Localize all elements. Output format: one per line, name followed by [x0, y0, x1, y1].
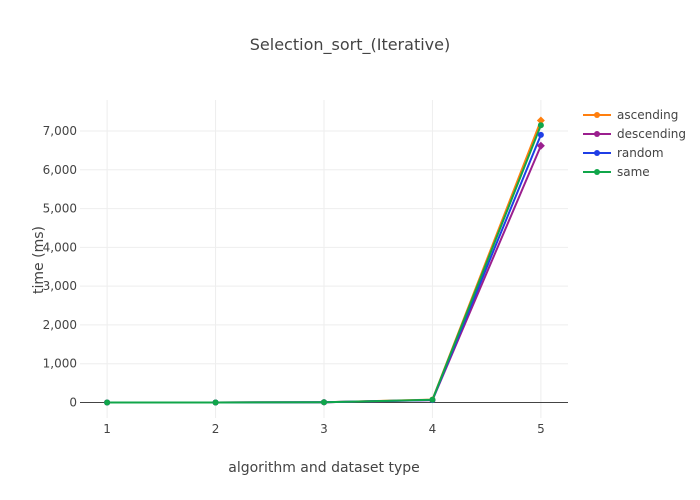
x-tick-label: 2 [212, 422, 220, 436]
x-tick-label: 1 [103, 422, 111, 436]
data-point-random[interactable] [537, 131, 544, 138]
legend-item-random[interactable]: random [583, 146, 664, 160]
data-point-same[interactable] [321, 399, 327, 406]
y-axis-label: time (ms) [31, 226, 47, 294]
legend-item-ascending[interactable]: ascending [583, 108, 678, 122]
y-tick-label: 5,000 [43, 202, 77, 216]
legend-marker [594, 169, 600, 175]
data-point-descending[interactable] [536, 141, 545, 150]
legend-label: same [617, 165, 650, 179]
legend-item-descending[interactable]: descending [583, 127, 686, 141]
y-tick-label: 4,000 [43, 240, 77, 254]
y-tick-label: 2,000 [43, 318, 77, 332]
y-tick-label: 6,000 [43, 163, 77, 177]
data-point-same[interactable] [429, 396, 436, 403]
y-gridlines [80, 130, 568, 365]
legend-marker [594, 131, 600, 137]
x-axis-label: algorithm and dataset type [228, 460, 419, 476]
legend-marker [594, 150, 600, 156]
legend-label: random [617, 146, 664, 160]
legend-item-same[interactable]: same [583, 165, 650, 179]
data-point-same[interactable] [537, 122, 544, 129]
legend-label: descending [617, 127, 686, 141]
y-tick-label: 3,000 [43, 279, 77, 293]
y-tick-labels: 0 1,000 2,000 3,000 4,000 5,000 6,000 7,000 [43, 124, 77, 409]
y-tick-label: 7,000 [43, 124, 77, 138]
legend-marker [594, 112, 600, 118]
x-tick-label: 4 [429, 422, 437, 436]
y-tick-label: 0 [69, 395, 77, 409]
x-tick-labels: 1 2 3 4 5 [103, 422, 544, 436]
x-gridlines [106, 100, 542, 418]
x-tick-label: 3 [320, 422, 328, 436]
series-markers [104, 116, 545, 406]
chart-title: Selection_sort_(Iterative) [250, 35, 450, 55]
data-point-same[interactable] [212, 399, 219, 406]
data-point-same[interactable] [104, 399, 111, 406]
legend-label: ascending [617, 108, 678, 122]
y-tick-label: 1,000 [43, 357, 77, 371]
x-tick-label: 5 [537, 422, 545, 436]
legend[interactable]: ascending descending random same [583, 108, 686, 179]
data-point-ascending[interactable] [536, 116, 545, 125]
